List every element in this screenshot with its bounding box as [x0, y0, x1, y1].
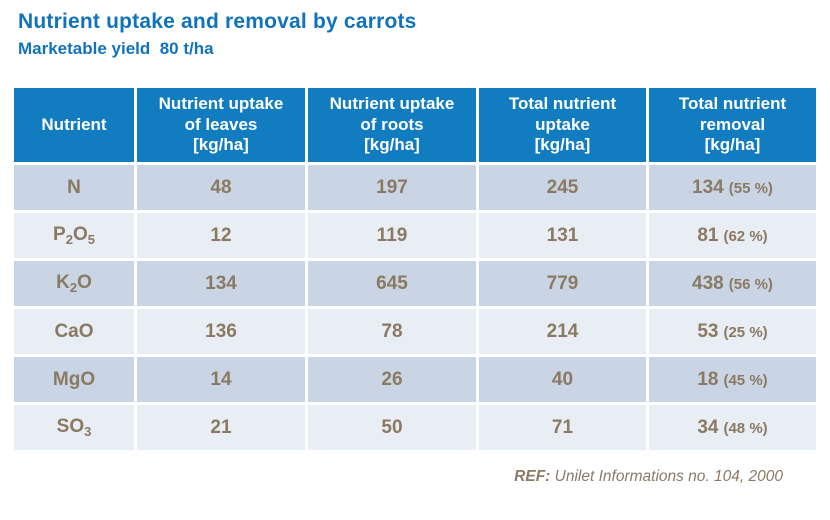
- ref-label: REF:: [514, 468, 551, 485]
- nutrient-symbol: SO: [56, 416, 85, 437]
- cell-uptake-roots: 50: [308, 405, 476, 450]
- table-row: CaO 136 78 214 53 (25 %): [14, 309, 816, 354]
- table-row: P2O5 12 119 131 81 (62 %): [14, 213, 816, 258]
- subscript: 5: [87, 232, 95, 247]
- nutrient-symbol: K: [56, 272, 70, 293]
- nutrient-symbol: N: [67, 176, 81, 198]
- cell-uptake-leaves: 136: [137, 309, 305, 354]
- removal-value: 81: [697, 224, 719, 246]
- cell-uptake-roots: 645: [308, 261, 476, 306]
- cell-total-removal: 134 (55 %): [649, 165, 816, 210]
- cell-nutrient: SO3: [14, 405, 134, 450]
- column-header-nutrient: Nutrient: [14, 88, 134, 162]
- subscript: 2: [69, 280, 78, 295]
- removal-percent: (56 %): [728, 275, 773, 293]
- cell-total-uptake: 214: [479, 309, 646, 354]
- cell-total-removal: 81 (62 %): [649, 213, 816, 258]
- removal-percent: (62 %): [723, 227, 768, 245]
- removal-value: 18: [697, 368, 719, 390]
- cell-uptake-roots: 119: [308, 213, 476, 258]
- cell-total-removal: 53 (25 %): [649, 309, 816, 354]
- column-header-total-uptake: Total nutrient uptake [kg/ha]: [479, 88, 646, 162]
- cell-total-uptake: 71: [479, 405, 646, 450]
- removal-percent: (45 %): [723, 371, 768, 389]
- removal-value: 134: [692, 176, 724, 198]
- nutrient-symbol: O: [72, 224, 88, 245]
- table-header-row: Nutrient Nutrient uptake of leaves [kg/ha…: [14, 88, 816, 162]
- cell-nutrient: K2O: [14, 261, 134, 306]
- cell-uptake-leaves: 12: [137, 213, 305, 258]
- subscript: 2: [65, 232, 73, 247]
- subscript: 3: [84, 424, 92, 439]
- cell-uptake-leaves: 134: [137, 261, 305, 306]
- column-header-uptake-roots: Nutrient uptake of roots [kg/ha]: [308, 88, 476, 162]
- table-body: N 48 197 245 134 (55 %) P2O5 12 119 131 81 (62 %) K2…: [14, 165, 816, 450]
- table-row: MgO 14 26 40 18 (45 %): [14, 357, 816, 402]
- cell-nutrient: P2O5: [14, 213, 134, 258]
- removal-percent: (48 %): [723, 419, 768, 437]
- column-header-total-removal: Total nutrient removal [kg/ha]: [649, 88, 816, 162]
- cell-total-uptake: 131: [479, 213, 646, 258]
- removal-value: 438: [692, 272, 724, 294]
- cell-total-uptake: 779: [479, 261, 646, 306]
- removal-percent: (25 %): [723, 323, 768, 341]
- column-header-uptake-leaves: Nutrient uptake of leaves [kg/ha]: [137, 88, 305, 162]
- table-row: SO3 21 50 71 34 (48 %): [14, 405, 816, 450]
- cell-uptake-leaves: 14: [137, 357, 305, 402]
- nutrient-symbol: O: [77, 272, 92, 293]
- table-row: N 48 197 245 134 (55 %): [14, 165, 816, 210]
- cell-uptake-roots: 26: [308, 357, 476, 402]
- removal-percent: (55 %): [728, 179, 773, 197]
- ref-text: Unilet Informations no. 104, 2000: [550, 468, 783, 485]
- cell-total-removal: 34 (48 %): [649, 405, 816, 450]
- table-row: K2O 134 645 779 438 (56 %): [14, 261, 816, 306]
- removal-value: 53: [697, 320, 719, 342]
- cell-uptake-roots: 197: [308, 165, 476, 210]
- nutrient-symbol: MgO: [52, 368, 96, 390]
- nutrient-table: Nutrient Nutrient uptake of leaves [kg/ha…: [11, 85, 819, 453]
- cell-nutrient: MgO: [14, 357, 134, 402]
- cell-total-removal: 438 (56 %): [649, 261, 816, 306]
- cell-uptake-roots: 78: [308, 309, 476, 354]
- cell-nutrient: N: [14, 165, 134, 210]
- cell-nutrient: CaO: [14, 309, 134, 354]
- reference-note: REF: Unilet Informations no. 104, 2000: [514, 468, 783, 486]
- cell-uptake-leaves: 21: [137, 405, 305, 450]
- cell-uptake-leaves: 48: [137, 165, 305, 210]
- removal-value: 34: [697, 416, 719, 438]
- nutrient-symbol: CaO: [54, 320, 94, 342]
- page-subtitle: Marketable yield 80 t/ha: [18, 39, 214, 58]
- nutrient-symbol: P: [53, 224, 66, 245]
- page-title: Nutrient uptake and removal by carrots: [18, 10, 417, 33]
- cell-total-uptake: 40: [479, 357, 646, 402]
- cell-total-removal: 18 (45 %): [649, 357, 816, 402]
- cell-total-uptake: 245: [479, 165, 646, 210]
